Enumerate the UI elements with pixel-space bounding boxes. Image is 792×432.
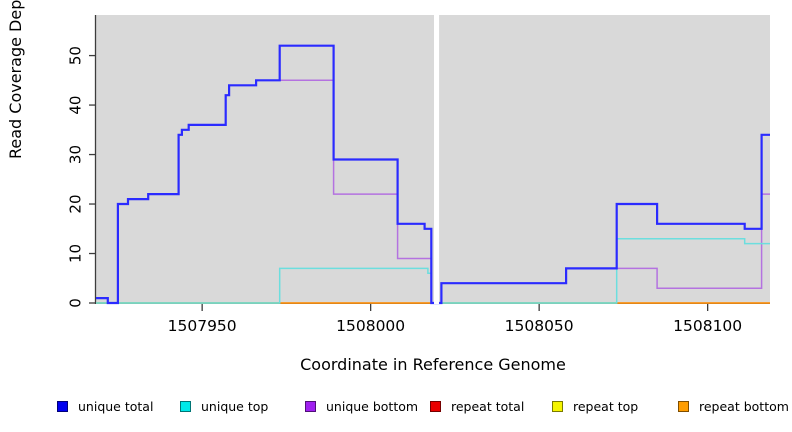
legend-item-repeat-top: repeat top [552,396,638,416]
legend-label: unique top [201,398,269,414]
svg-text:0: 0 [67,298,85,308]
repeat-total-swatch-icon [430,400,441,412]
legend-item-unique-total: unique total [57,396,153,416]
svg-text:1507950: 1507950 [168,317,237,335]
svg-text:1508000: 1508000 [336,317,405,335]
repeat-top-swatch-icon [552,400,563,412]
legend-item-unique-top: unique top [180,396,268,416]
unique-top-swatch-icon [180,400,191,412]
plot-legend: unique total unique top unique bottom re… [0,396,792,422]
svg-text:30: 30 [67,145,85,164]
svg-text:1508050: 1508050 [505,317,574,335]
svg-text:1508100: 1508100 [673,317,742,335]
legend-label: repeat bottom [699,398,789,414]
y-axis-title-text: Read Coverage Depth [6,0,25,159]
svg-text:50: 50 [67,46,85,65]
legend-label: unique bottom [326,398,419,414]
svg-text:20: 20 [67,194,85,213]
legend-label: repeat top [573,398,639,414]
legend-item-repeat-bottom: repeat bottom [678,396,789,416]
legend-item-unique-bottom: unique bottom [305,396,418,416]
legend-label: repeat total [451,398,525,414]
unique-bottom-swatch-icon [305,400,316,412]
x-axis-title: Coordinate in Reference Genome [96,355,770,374]
unique-total-swatch-icon [57,400,68,412]
x-axis-title-text: Coordinate in Reference Genome [300,355,566,374]
legend-item-repeat-total: repeat total [430,396,524,416]
repeat-bottom-swatch-icon [678,400,689,412]
svg-text:10: 10 [67,244,85,263]
legend-label: unique total [78,398,154,414]
svg-text:40: 40 [67,96,85,115]
